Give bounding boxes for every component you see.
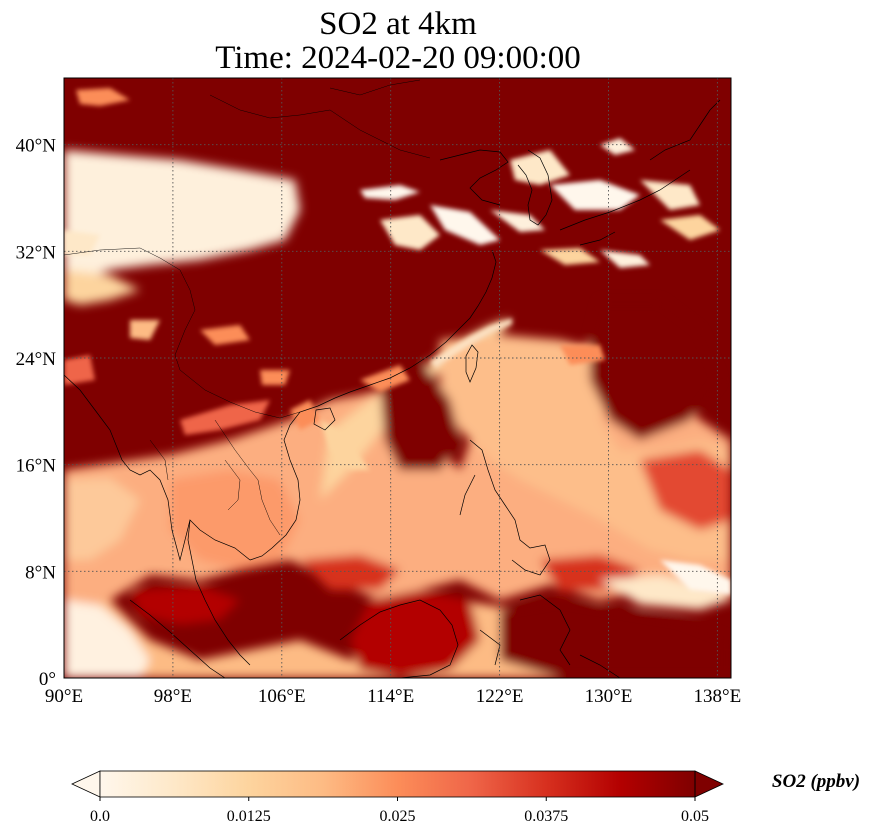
lon-tick-label: 98°E bbox=[154, 686, 192, 707]
map-frame bbox=[63, 77, 732, 679]
lon-tick-label: 106°E bbox=[258, 686, 306, 707]
colorbar-tick-labels: 0.0 0.0125 0.025 0.0375 0.05 bbox=[90, 797, 709, 825]
country-borders bbox=[64, 79, 431, 536]
map-gridlines bbox=[64, 78, 731, 678]
colorbar-tick-label: 0.0375 bbox=[524, 808, 568, 825]
colorbar-extend-min bbox=[71, 770, 101, 798]
colorbar-gradient bbox=[100, 771, 695, 797]
colorbar-tick-label: 0.05 bbox=[681, 808, 709, 825]
lon-tick-label: 122°E bbox=[476, 686, 524, 707]
lat-tick-label: 24°N bbox=[16, 349, 57, 370]
colorbar-label: SO2 (ppbv) bbox=[772, 771, 860, 792]
colorbar-tick-label: 0.025 bbox=[380, 808, 416, 825]
lon-tick-label: 114°E bbox=[367, 686, 414, 707]
lon-tick-label: 130°E bbox=[585, 686, 633, 707]
lon-tick-label: 138°E bbox=[694, 686, 742, 707]
lat-tick-label: 32°N bbox=[16, 242, 57, 263]
colorbar-tick-label: 0.0 bbox=[90, 808, 110, 825]
lon-tick-label: 90°E bbox=[45, 686, 83, 707]
longitude-tick-labels: 90°E 98°E 106°E 114°E 122°E 130°E 138°E bbox=[45, 686, 741, 707]
coastlines bbox=[64, 99, 721, 678]
latitude-tick-labels: 0° 8°N 16°N 24°N 32°N 40°N bbox=[16, 136, 57, 690]
map-title: SO2 at 4km bbox=[319, 6, 477, 42]
lat-tick-label: 40°N bbox=[16, 136, 57, 157]
lat-tick-label: 16°N bbox=[16, 456, 57, 477]
map-subtitle-time: Time: 2024-02-20 09:00:00 bbox=[215, 40, 581, 76]
colorbar-tick-label: 0.0125 bbox=[227, 808, 271, 825]
colorbar-extend-max bbox=[694, 770, 724, 798]
so2-concentration-field bbox=[64, 78, 731, 678]
lat-tick-label: 8°N bbox=[25, 562, 56, 583]
lat-tick-label: 0° bbox=[39, 669, 56, 690]
colorbar: 0.0 0.0125 0.025 0.0375 0.05 SO2 (ppbv) bbox=[71, 770, 860, 825]
